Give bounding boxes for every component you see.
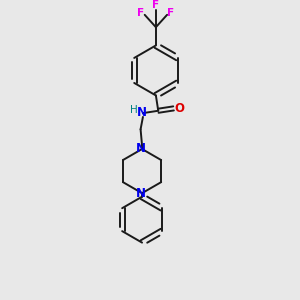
Text: F: F: [167, 8, 175, 18]
Text: N: N: [137, 106, 147, 119]
Text: F: F: [152, 0, 159, 10]
Text: N: N: [136, 187, 146, 200]
Text: H: H: [130, 105, 137, 115]
Text: F: F: [137, 8, 144, 18]
Text: O: O: [174, 102, 184, 115]
Text: N: N: [136, 142, 146, 155]
